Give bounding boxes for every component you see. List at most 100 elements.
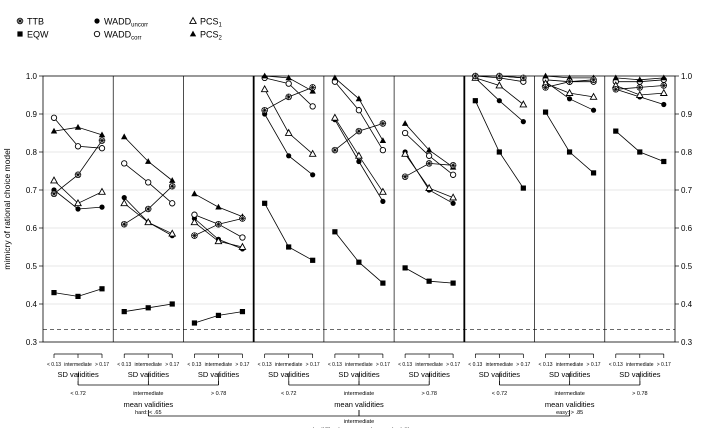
data-point-wadd_uncorr — [286, 153, 292, 159]
data-point-wadd_uncorr-shape — [286, 153, 292, 159]
data-point-eqw — [590, 170, 597, 176]
mean-validities-label: mean validities — [334, 400, 384, 409]
data-point-ttb-ray-3 — [450, 162, 456, 168]
data-point-pcs2 — [566, 74, 573, 81]
data-point-pcs2 — [74, 123, 82, 130]
data-point-wadd_corr — [379, 146, 387, 154]
data-point-wadd_uncorr-shape — [661, 101, 667, 108]
data-point-ttb — [590, 76, 597, 84]
data-point-ttb-ray-3 — [567, 79, 572, 85]
data-point-pcs1-shape — [401, 149, 410, 157]
legend-marker-pcs2 — [189, 30, 197, 37]
data-point-wadd_uncorr — [520, 119, 526, 125]
x-tick-label: < 0.13 — [258, 362, 272, 368]
mean-validities-tick-label: intermediate — [555, 391, 585, 397]
data-point-eqw — [191, 320, 198, 326]
data-point-pcs2 — [215, 203, 222, 210]
data-point-eqw — [661, 158, 667, 165]
data-point-eqw-shape — [542, 109, 549, 115]
data-point-ttb — [401, 173, 409, 180]
data-point-pcs2 — [425, 146, 433, 153]
data-point-eqw — [402, 265, 408, 271]
data-point-ttb-ray-3 — [543, 85, 548, 90]
mean-validities-tick-label: > 0.78 — [421, 391, 436, 397]
series-line-eqw — [264, 203, 313, 261]
mean-validities-tick-label: < 0.72 — [70, 391, 85, 397]
data-point-ttb — [449, 162, 457, 169]
difficulty-title: task difficulty: posterior probability — [303, 426, 416, 428]
x-tick-label: < 0.13 — [398, 362, 412, 368]
data-point-pcs1 — [260, 84, 269, 93]
data-point-pcs2 — [612, 74, 619, 81]
data-point-pcs2-shape — [636, 76, 643, 83]
data-point-eqw-shape — [310, 257, 316, 263]
data-point-pcs1-shape — [495, 81, 504, 89]
data-point-eqw-shape — [262, 200, 268, 206]
data-point-wadd_uncorr — [566, 96, 573, 102]
data-point-wadd_uncorr — [661, 101, 667, 108]
data-point-wadd_uncorr — [590, 107, 597, 113]
data-point-wadd_corr-shape — [169, 200, 176, 207]
series-line-wadd_corr — [334, 81, 384, 151]
data-point-eqw-shape — [566, 149, 573, 155]
data-point-pcs2-shape — [261, 72, 268, 79]
data-point-eqw — [332, 229, 338, 235]
legend-marker-wadd_uncorr — [94, 18, 100, 24]
data-point-pcs1 — [238, 242, 247, 250]
data-point-eqw — [542, 109, 549, 115]
data-point-pcs1-shape — [589, 92, 598, 100]
mean-validities-tick-label: < 0.72 — [492, 391, 507, 397]
data-point-pcs1-shape — [330, 113, 339, 121]
data-point-ttb — [660, 82, 668, 89]
data-point-pcs1-shape — [74, 198, 82, 207]
data-point-eqw — [566, 149, 573, 155]
data-point-pcs1-shape — [168, 229, 177, 237]
y-tick-label-right: 0.9 — [681, 110, 693, 119]
data-point-wadd_uncorr — [99, 204, 105, 210]
data-point-wadd_uncorr — [450, 200, 456, 206]
x-tick-label: < 0.13 — [539, 362, 553, 368]
data-point-ttb-ray-3 — [145, 206, 151, 212]
data-point-pcs1-shape — [120, 198, 129, 207]
data-point-pcs1 — [190, 217, 199, 226]
x-tick-label: > 0.17 — [587, 362, 601, 368]
difficulty-label-easy: easy: > .85 — [556, 410, 583, 416]
data-point-pcs2-shape — [50, 127, 58, 134]
data-point-pcs2-shape — [215, 203, 222, 210]
data-point-ttb-ray-3 — [426, 161, 432, 166]
series-line-wadd_uncorr — [264, 113, 313, 176]
data-point-pcs2 — [191, 190, 198, 197]
data-point-pcs1-shape — [190, 217, 199, 226]
data-point-eqw — [520, 185, 526, 191]
data-point-ttb — [472, 72, 479, 80]
data-point-wadd_corr — [401, 129, 409, 137]
data-point-pcs2-shape — [379, 137, 387, 143]
data-point-pcs1-shape — [50, 176, 58, 184]
series-line-eqw — [545, 111, 594, 174]
data-point-eqw-shape — [356, 259, 362, 265]
data-point-pcs1 — [74, 198, 82, 207]
data-point-wadd_corr-shape — [145, 179, 152, 186]
data-point-wadd_corr-shape — [401, 129, 409, 137]
legend-marker-pcs2-shape — [189, 30, 197, 37]
data-point-pcs1 — [168, 229, 177, 237]
data-point-wadd_corr — [121, 160, 128, 167]
data-point-wadd_corr — [355, 107, 363, 114]
data-point-pcs2-shape — [285, 74, 292, 81]
data-point-eqw-shape — [380, 280, 386, 286]
x-tick-label: < 0.13 — [187, 362, 201, 368]
data-point-pcs2 — [542, 72, 549, 79]
data-point-pcs2 — [355, 95, 363, 102]
data-point-wadd_uncorr-shape — [310, 172, 316, 178]
data-point-wadd_corr-shape — [191, 211, 198, 218]
data-point-wadd_corr-shape — [98, 145, 106, 152]
x-tick-label: > 0.17 — [165, 362, 179, 368]
mean-validities-tick-label: intermediate — [133, 391, 163, 397]
data-point-wadd_uncorr-shape — [380, 198, 386, 204]
data-point-eqw-shape — [402, 265, 408, 271]
data-point-pcs2-shape — [145, 158, 152, 164]
data-point-pcs2-shape — [98, 131, 106, 138]
data-point-eqw — [286, 244, 292, 250]
data-point-pcs1 — [565, 88, 574, 96]
